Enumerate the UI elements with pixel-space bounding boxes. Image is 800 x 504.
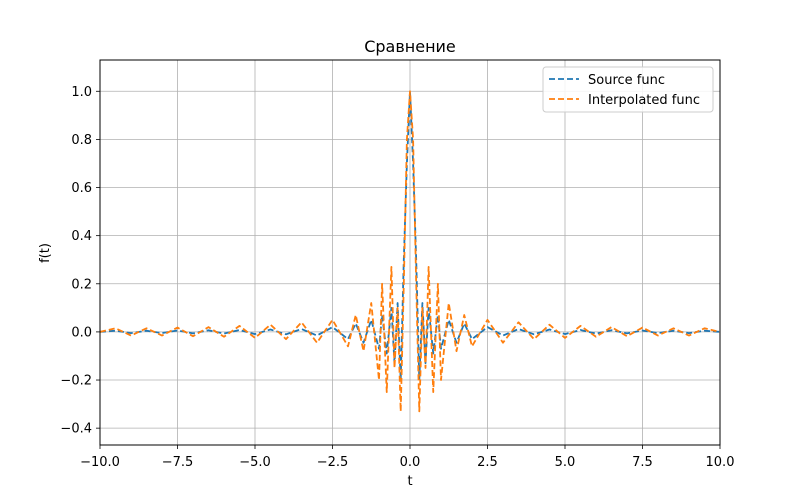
legend-label-source-func: Source func [588,73,665,88]
x-tick-label: 7.5 [632,455,653,470]
x-tick-label: −2.5 [317,455,349,470]
x-axis-label: t [407,474,412,489]
chart-title: Сравнение [364,37,456,56]
y-tick-label: −0.2 [60,374,92,389]
grid-layer [99,60,721,445]
legend-box [542,66,714,113]
y-tick-label: 0.2 [71,277,92,292]
y-tick-label: 0.4 [71,229,92,244]
x-tick-label: −10.0 [80,455,120,470]
y-tick-label: −0.4 [60,422,92,437]
y-tick-label: 1.0 [71,85,92,100]
x-tick-label: 0.0 [400,455,421,470]
y-tick-label: 0.8 [71,133,92,148]
tick-layer: −10.0 −7.5 −5.0 −2.5 0.0 2.5 5.0 7.5 10.0 −0.4 −0.… [60,85,734,470]
y-axis-label: f(t) [38,243,53,263]
x-tick-label: −5.0 [239,455,271,470]
x-tick-label: 5.0 [555,455,576,470]
series-line-interpolated-func [99,90,721,413]
legend-label-interpolated-func: Interpolated func [588,93,700,108]
x-tick-label: 10.0 [706,455,735,470]
y-tick-label: 0.0 [71,325,92,340]
x-tick-label: −7.5 [162,455,194,470]
x-tick-label: 2.5 [477,455,498,470]
legend: Source func Interpolated func [542,66,714,113]
y-tick-label: 0.6 [71,181,92,196]
series-layer [99,90,721,413]
